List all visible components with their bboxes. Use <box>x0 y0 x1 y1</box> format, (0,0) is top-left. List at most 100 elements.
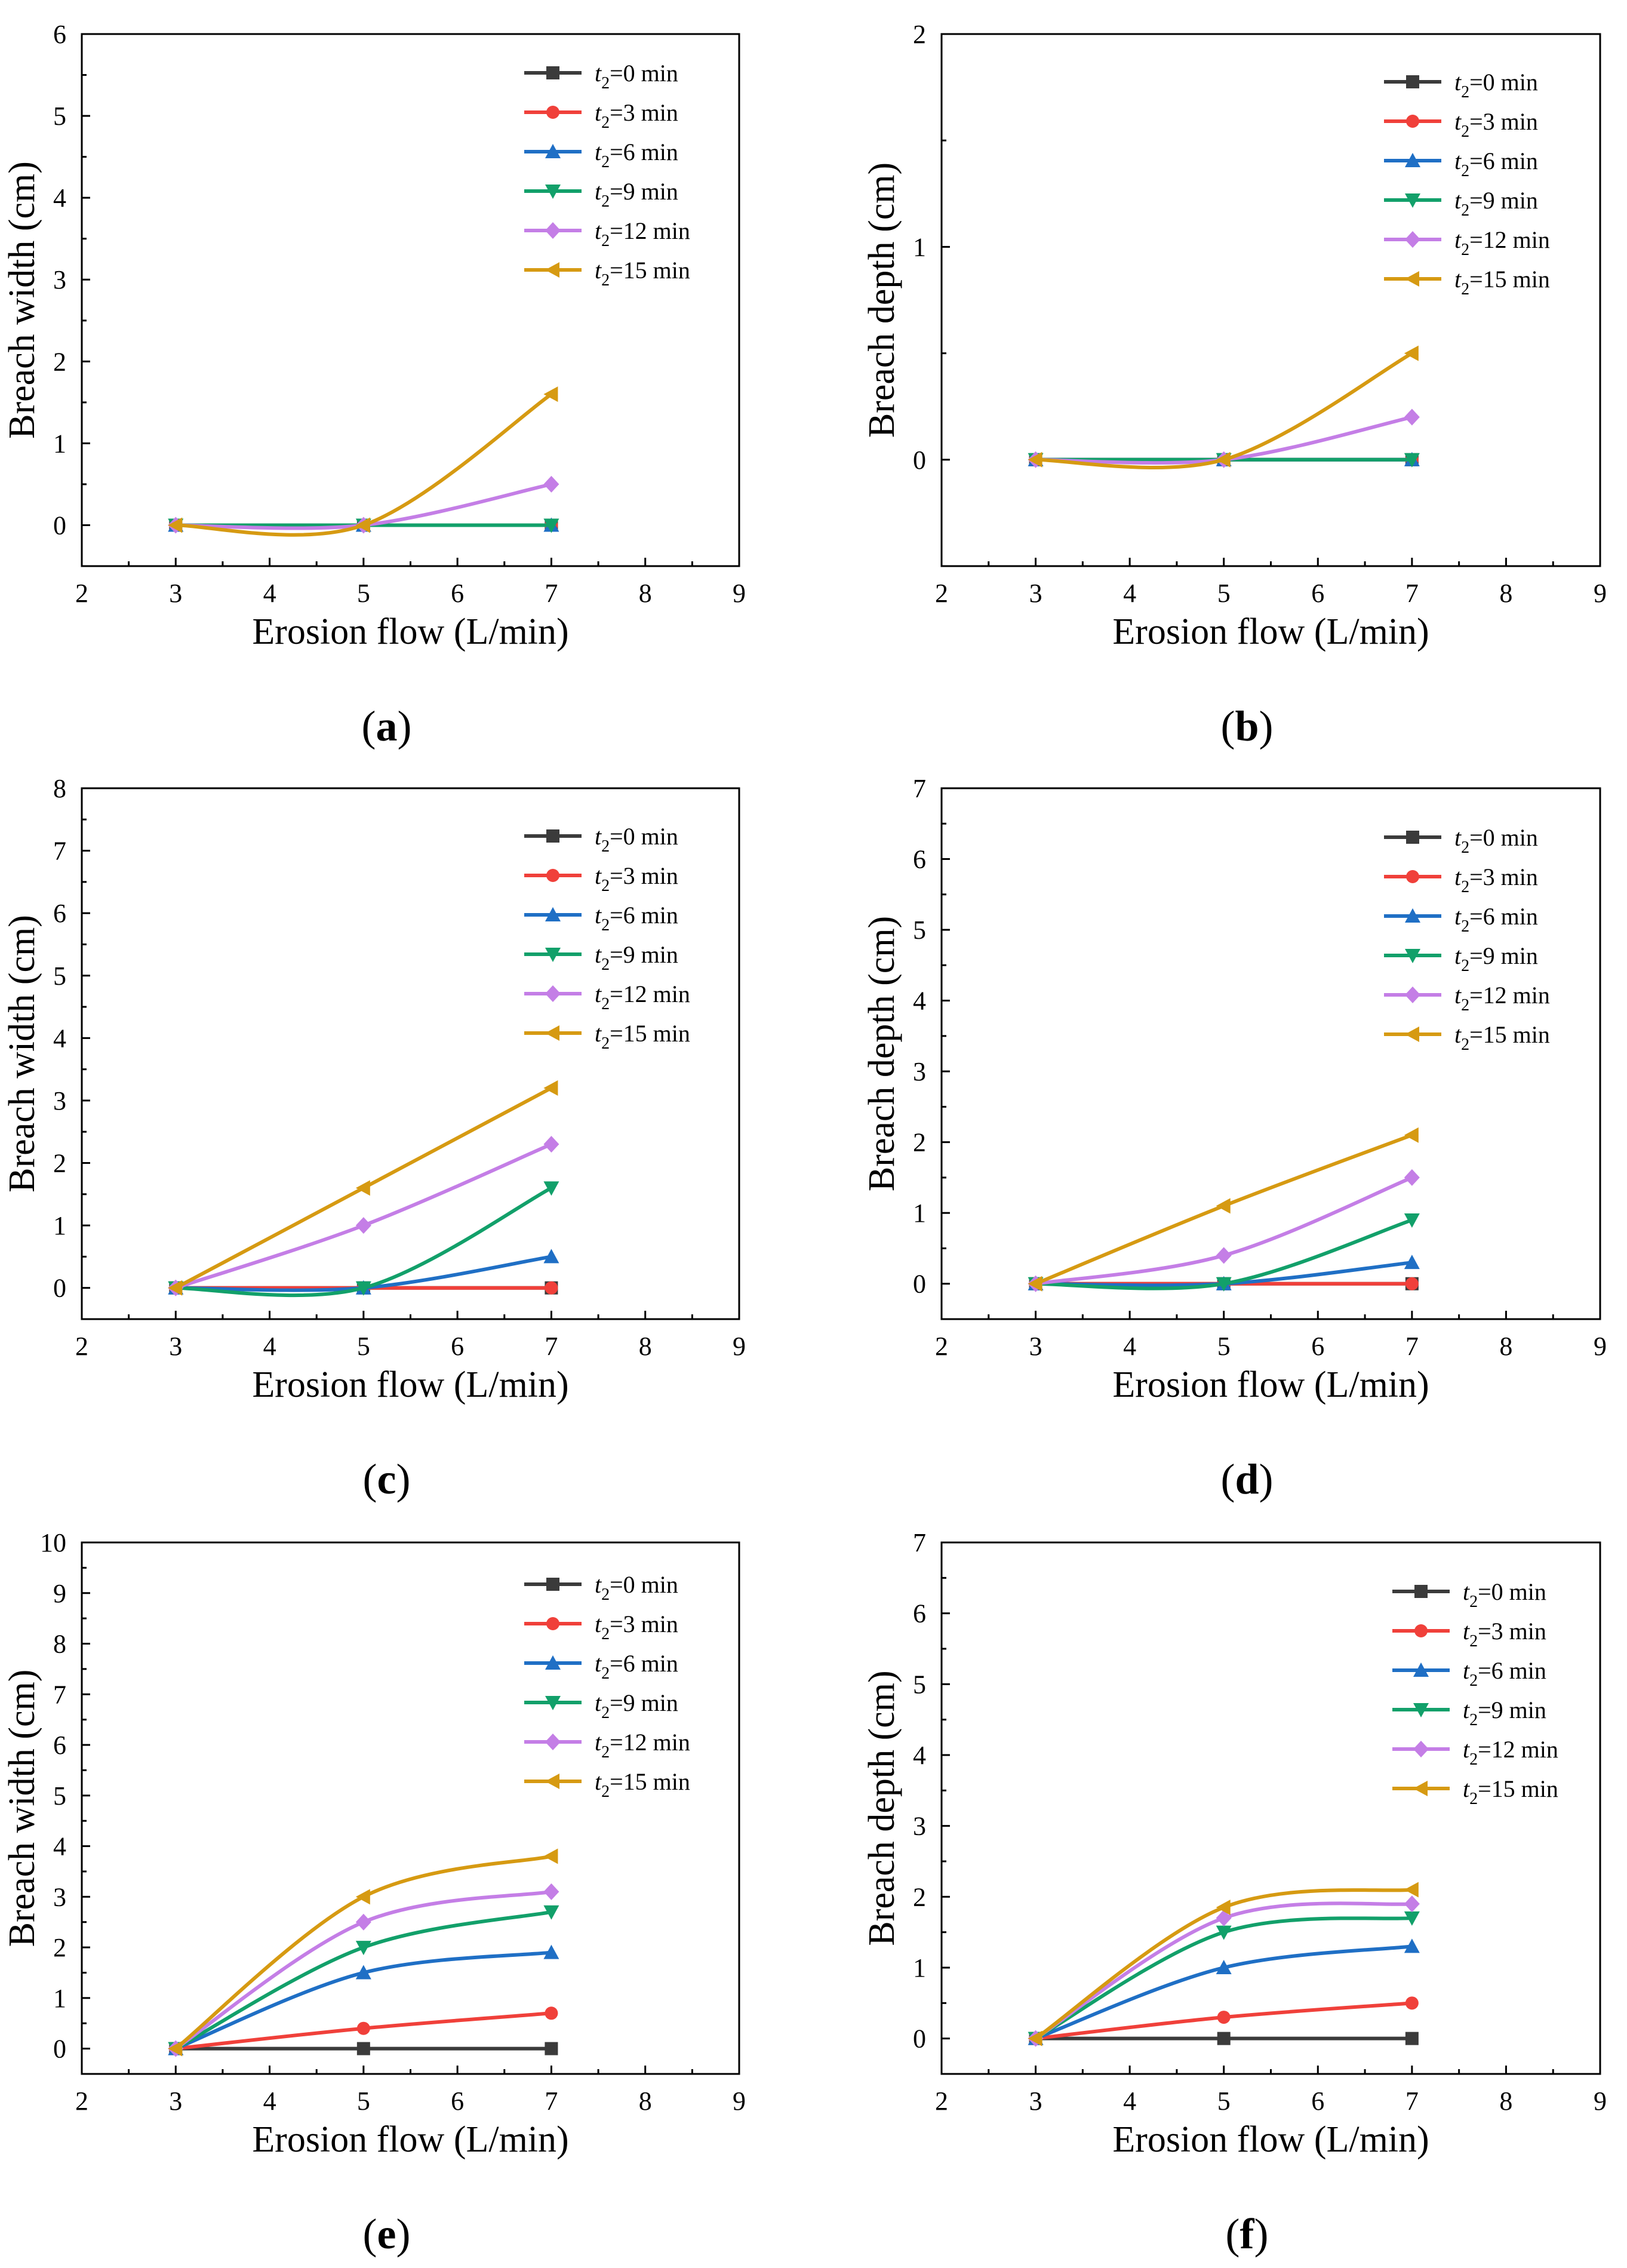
y-tick-label: 8 <box>53 1630 66 1659</box>
data-point <box>1404 1938 1420 1953</box>
x-axis-label: Erosion flow (L/min) <box>1112 611 1429 652</box>
legend-marker <box>545 222 561 239</box>
legend-label: t2=9 min <box>595 1689 678 1722</box>
legend-marker <box>1414 1624 1428 1637</box>
data-point <box>1404 345 1419 361</box>
x-tick-label: 6 <box>451 1332 464 1361</box>
y-tick-label: 7 <box>53 1680 66 1709</box>
panel-b: 2 3 4 5 6 7 8 9 0 1 2 Erosion flow (L/min) Breach de… <box>862 20 1607 750</box>
y-tick-label: 2 <box>53 1149 66 1178</box>
y-tick-label: 8 <box>53 774 66 803</box>
legend-label: t2=6 min <box>595 902 678 935</box>
y-axis-label: Breach depth (cm) <box>862 1670 902 1946</box>
y-tick-label: 0 <box>913 1270 926 1299</box>
x-tick-label: 2 <box>935 579 948 608</box>
y-tick-label: 3 <box>913 1812 926 1841</box>
legend: t2=0 min t2=3 min t2=6 min t2=9 min t2=12 mi… <box>1392 1578 1558 1808</box>
data-point <box>1404 1911 1420 1926</box>
panel-caption: (a) <box>362 702 412 750</box>
legend-label: t2=0 min <box>1463 1578 1546 1611</box>
legend-marker <box>545 1025 559 1041</box>
y-tick-label: 5 <box>53 1781 66 1811</box>
legend-marker <box>545 144 561 158</box>
legend-label: t2=6 min <box>1463 1657 1546 1690</box>
data-point <box>543 386 558 402</box>
x-tick-label: 4 <box>263 1332 276 1361</box>
legend-label: t2=3 min <box>1454 863 1538 896</box>
legend-label: t2=3 min <box>595 1611 678 1643</box>
y-tick-label: 4 <box>53 183 66 213</box>
panel-c: 2 3 4 5 6 7 8 9 0 1 2 3 4 5 6 7 8 Erosion flow (L/min) Bre… <box>2 774 746 1503</box>
x-tick-label: 4 <box>1123 2086 1136 2116</box>
x-tick-label: 8 <box>639 2086 652 2116</box>
x-tick-label: 8 <box>639 579 652 608</box>
legend-marker <box>545 1734 561 1750</box>
data-point <box>545 2006 558 2020</box>
y-tick-label: 0 <box>913 2024 926 2054</box>
x-tick-label: 3 <box>1029 579 1042 608</box>
x-tick-label: 9 <box>1594 1332 1607 1361</box>
y-tick-label: 9 <box>53 1579 66 1608</box>
x-tick-label: 6 <box>1311 2086 1324 2116</box>
data-point <box>355 1913 371 1931</box>
legend: t2=0 min t2=3 min t2=6 min t2=9 min t2=12 mi… <box>1384 824 1550 1054</box>
data-point <box>1216 1277 1232 1292</box>
legend-marker <box>1413 1703 1429 1717</box>
y-tick-label: 7 <box>913 1528 926 1557</box>
y-tick-label: 6 <box>913 1599 926 1628</box>
x-tick-label: 4 <box>263 2086 276 2116</box>
y-tick-label: 1 <box>913 1953 926 1983</box>
legend-marker <box>1405 231 1420 248</box>
data-point <box>1216 1247 1232 1264</box>
legend-label: t2=12 min <box>595 1729 690 1762</box>
data-point <box>543 1848 558 1864</box>
legend-marker <box>546 829 559 843</box>
data-point <box>1404 1882 1419 1898</box>
x-tick-label: 6 <box>451 2086 464 2116</box>
data-point <box>545 2042 558 2055</box>
legend-label: t2=0 min <box>1454 824 1538 857</box>
data-point <box>168 2040 183 2057</box>
legend-marker <box>546 869 559 882</box>
panel-d: 2 3 4 5 6 7 8 9 0 1 2 3 4 5 6 7 Erosion flow (L/min) Brea… <box>862 774 1607 1503</box>
y-tick-label: 2 <box>913 1128 926 1157</box>
legend-label: t2=3 min <box>1454 108 1538 141</box>
panel-caption: (e) <box>363 2210 411 2258</box>
x-tick-label: 7 <box>1405 1332 1419 1361</box>
legend-label: t2=12 min <box>1463 1736 1558 1769</box>
y-tick-label: 1 <box>913 1198 926 1228</box>
data-point <box>356 2021 370 2035</box>
legend-label: t2=12 min <box>595 217 690 250</box>
x-tick-label: 4 <box>263 579 276 608</box>
y-tick-label: 1 <box>53 429 66 458</box>
legend-label: t2=9 min <box>1454 187 1538 220</box>
data-point <box>543 1249 559 1264</box>
legend-marker <box>1405 1027 1419 1042</box>
legend-marker <box>1406 75 1419 88</box>
data-point <box>355 1180 370 1196</box>
x-tick-label: 5 <box>1217 2086 1231 2116</box>
data-point <box>168 517 183 533</box>
x-axis-label: Erosion flow (L/min) <box>1112 1365 1429 1405</box>
x-tick-label: 3 <box>1029 2086 1042 2116</box>
data-point <box>543 518 559 533</box>
data-point <box>1216 451 1231 468</box>
legend-marker <box>1405 949 1420 963</box>
legend: t2=0 min t2=3 min t2=6 min t2=9 min t2=12 mi… <box>1384 69 1550 299</box>
legend: t2=0 min t2=3 min t2=6 min t2=9 min t2=12 mi… <box>524 823 690 1053</box>
legend-marker <box>546 66 559 79</box>
data-point <box>355 1965 371 1980</box>
y-axis-label: Breach width (cm) <box>2 1670 42 1947</box>
legend-marker <box>1405 193 1420 208</box>
legend-label: t2=15 min <box>595 1768 690 1801</box>
y-axis-label: Breach width (cm) <box>2 915 42 1193</box>
x-axis-label: Erosion flow (L/min) <box>1112 2119 1429 2160</box>
legend-marker <box>1406 870 1419 883</box>
x-tick-label: 3 <box>169 579 182 608</box>
y-axis-label: Breach depth (cm) <box>862 916 902 1191</box>
y-tick-label: 0 <box>53 2035 66 2064</box>
y-tick-label: 0 <box>913 445 926 475</box>
y-tick-label: 6 <box>53 20 66 49</box>
